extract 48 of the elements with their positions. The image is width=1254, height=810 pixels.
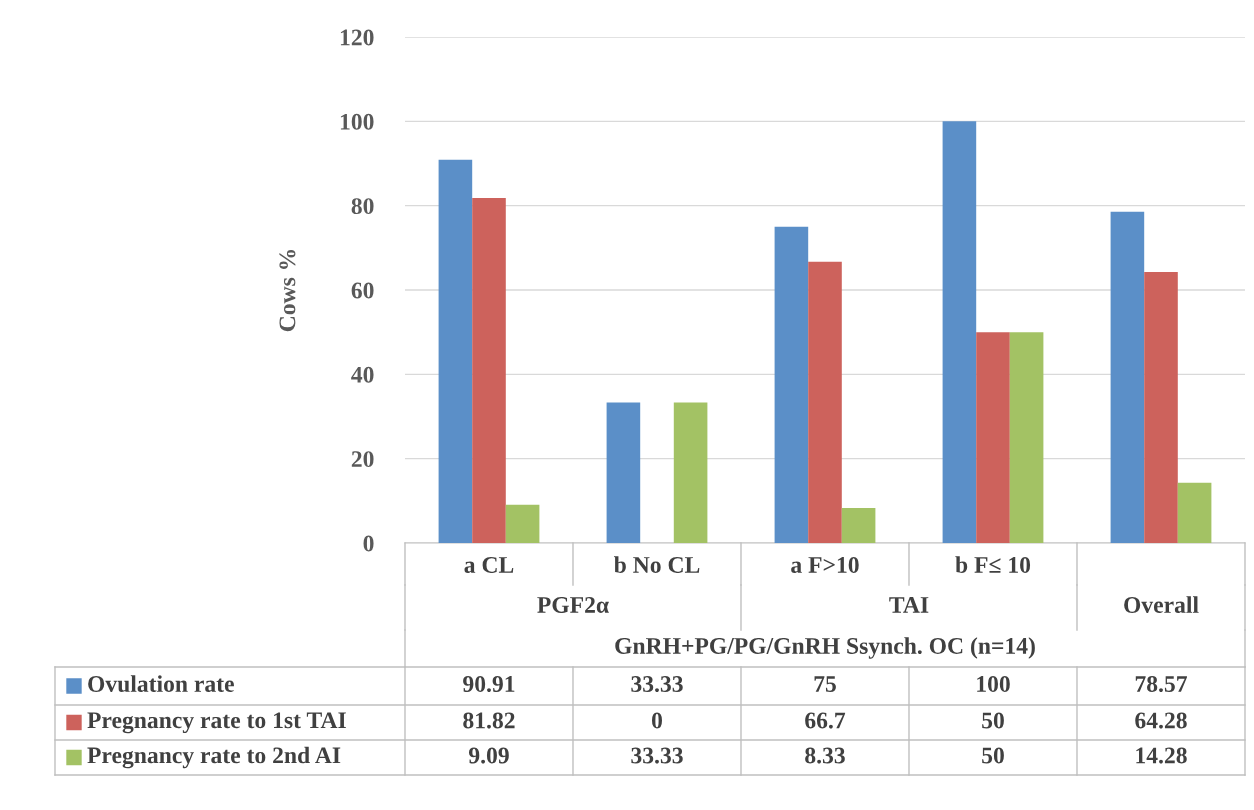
y-tick-label: 100 bbox=[340, 113, 374, 130]
data-label: 100 bbox=[977, 675, 1010, 692]
x-tick-label: a F>10 bbox=[791, 556, 859, 573]
text: TAI bbox=[889, 597, 929, 613]
bar bbox=[841, 507, 876, 543]
bar bbox=[673, 402, 708, 543]
data-label: 33.33 bbox=[631, 747, 683, 764]
text: Overall bbox=[1124, 596, 1199, 613]
bar bbox=[505, 504, 540, 543]
bar bbox=[808, 261, 842, 543]
bar bbox=[976, 332, 1010, 543]
data-label: 14.28 bbox=[1136, 747, 1187, 764]
y-tick-label: 60 bbox=[351, 282, 374, 299]
data-label: 50 bbox=[982, 712, 1004, 729]
legend-label: Pregnancy rate to 1st TAI bbox=[87, 712, 346, 734]
bar bbox=[606, 402, 641, 543]
data-label: 0 bbox=[652, 712, 662, 729]
bar bbox=[1144, 271, 1178, 543]
data-label: 50 bbox=[982, 747, 1004, 764]
data-label: 9.09 bbox=[468, 747, 509, 764]
bar bbox=[942, 121, 977, 543]
y-tick-label: 120 bbox=[340, 29, 374, 46]
legend-label: Ovulation rate bbox=[88, 675, 234, 692]
data-label: 81.82 bbox=[463, 712, 515, 729]
x-tick-label: a CL bbox=[464, 557, 514, 573]
data-label: 64.28 bbox=[1135, 712, 1187, 729]
x-tick-label: b No CL bbox=[614, 556, 700, 573]
data-label: 8.33 bbox=[805, 747, 845, 764]
data-label: 78.57 bbox=[1135, 675, 1187, 693]
bar bbox=[1177, 482, 1212, 543]
data-label: 90.91 bbox=[463, 675, 515, 693]
bar bbox=[1009, 332, 1044, 543]
data-label: 66.7 bbox=[805, 712, 846, 729]
data-label: 33.33 bbox=[631, 676, 683, 693]
y-tick-label: 0 bbox=[363, 535, 374, 552]
y-tick-label: 20 bbox=[351, 451, 374, 468]
bar bbox=[1110, 211, 1145, 543]
bar bbox=[472, 197, 506, 543]
bar bbox=[774, 226, 809, 543]
x-tick-label: b F≤ 10 bbox=[955, 556, 1031, 573]
legend-label: Pregnancy rate to 2nd AI bbox=[87, 746, 341, 769]
y-tick-label: 80 bbox=[351, 198, 374, 215]
bar bbox=[438, 159, 473, 543]
y-tick-label: 40 bbox=[351, 366, 374, 383]
y-axis-title: Cows % bbox=[279, 249, 296, 332]
text: PGF2α bbox=[537, 597, 609, 613]
text: GnRH+PG/PG/GnRH Ssynch. OC (n=14) bbox=[615, 637, 1035, 659]
data-label: 75 bbox=[814, 676, 836, 692]
